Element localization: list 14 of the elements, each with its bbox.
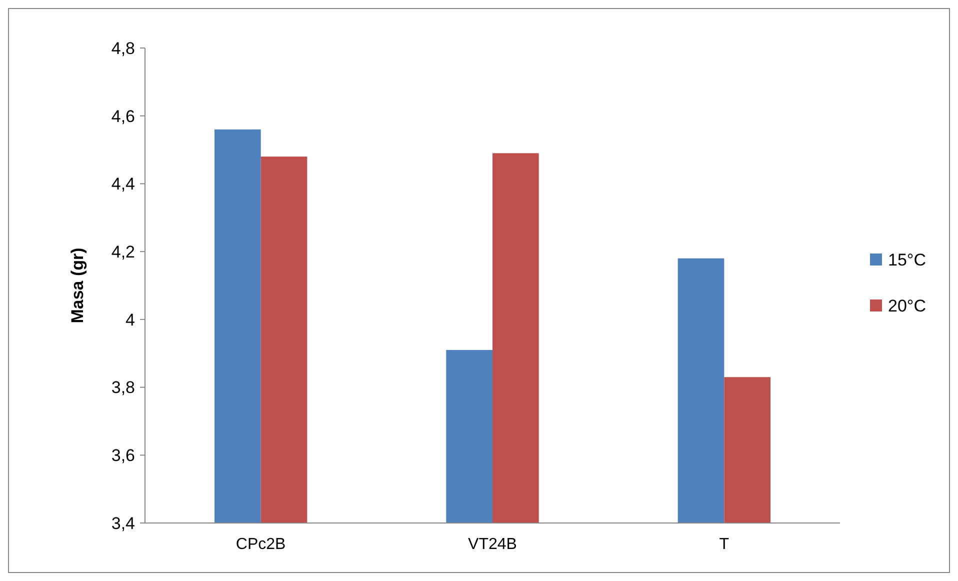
legend-label: 20°C xyxy=(888,296,926,316)
y-tick-label: 3,4 xyxy=(111,514,135,533)
x-tick-label: T xyxy=(719,536,730,553)
y-tick-label: 4,2 xyxy=(111,242,135,262)
y-tick-label: 3,6 xyxy=(111,446,135,466)
x-tick-label: CPc2B xyxy=(236,536,286,553)
y-tick-label: 4,4 xyxy=(111,174,135,194)
y-tick-label: 4,8 xyxy=(111,38,135,58)
y-axis-title: Masa (gr) xyxy=(68,248,87,324)
x-tick-label: VT24B xyxy=(468,536,517,553)
y-tick-label: 4 xyxy=(126,310,135,330)
y-tick-label: 4,6 xyxy=(111,106,135,126)
y-tick-label: 3,8 xyxy=(111,378,135,398)
legend-label: 15°C xyxy=(888,250,926,270)
